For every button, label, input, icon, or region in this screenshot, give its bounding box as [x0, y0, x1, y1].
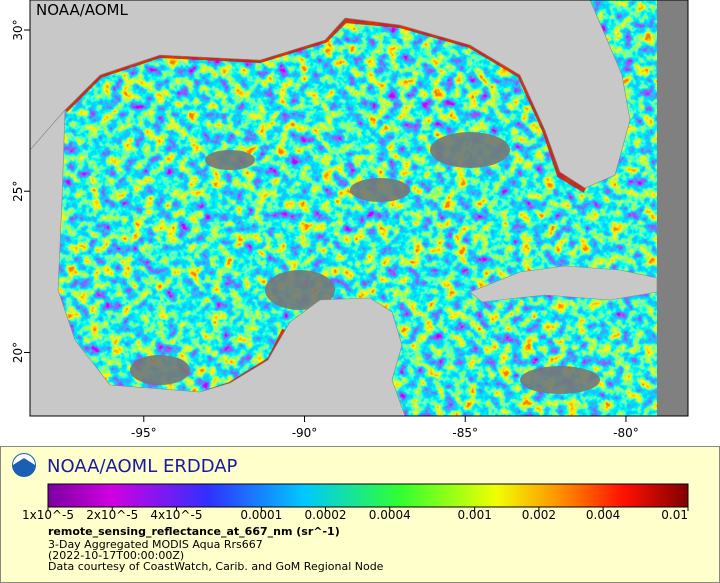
info-line: 3-Day Aggregated MODIS Aqua Rrs667 — [48, 538, 263, 551]
colorbar-tick-label: 0.001 — [457, 508, 491, 522]
x-tick-label: -80° — [613, 426, 639, 440]
info-line: Data courtesy of CoastWatch, Carib. and … — [48, 560, 384, 573]
colorbar-tick-label: 0.0004 — [369, 508, 411, 522]
colorbar-tick-label: 4x10^-5 — [150, 508, 202, 522]
colorbar — [47, 483, 689, 508]
land — [30, 0, 658, 416]
map-frame — [29, 0, 689, 417]
y-tick-label: 20° — [11, 342, 25, 363]
colorbar-axis: 1x10^-5 2x10^-5 4x10^-5 0.0001 0.0002 0.0004 0… — [22, 507, 689, 522]
x-tick-label: -90° — [292, 426, 318, 440]
y-tick-label: 30° — [11, 19, 25, 40]
colorbar-tick-label: 0.004 — [586, 508, 620, 522]
x-tick-label: -85° — [452, 426, 478, 440]
cloud-patches — [130, 132, 600, 394]
colorbar-tick-label: 2x10^-5 — [86, 508, 138, 522]
variable-name: remote_sensing_reflectance_at_667_nm (sr… — [48, 525, 340, 538]
brand: NOAA/AOML ERDDAP — [47, 456, 238, 477]
colorbar-tick-label: 0.0002 — [305, 508, 347, 522]
colorbar-tick-label: 0.01 — [661, 508, 688, 522]
colorbar-tick-label: 1x10^-5 — [22, 508, 74, 522]
no-data-strip — [657, 0, 688, 416]
axes: -95° -90° -85° -80° 20° 25° 30° — [11, 19, 639, 440]
x-tick-label: -95° — [131, 426, 157, 440]
info-line: (2022-10-17T00:00:00Z) — [48, 549, 184, 562]
colorbar-tick-label: 0.0001 — [240, 508, 282, 522]
y-tick-label: 25° — [11, 181, 25, 202]
noaa-logo — [12, 453, 36, 477]
colorbar-tick-label: 0.002 — [522, 508, 556, 522]
map-image — [30, 0, 688, 416]
map-title: NOAA/AOML — [36, 1, 129, 19]
